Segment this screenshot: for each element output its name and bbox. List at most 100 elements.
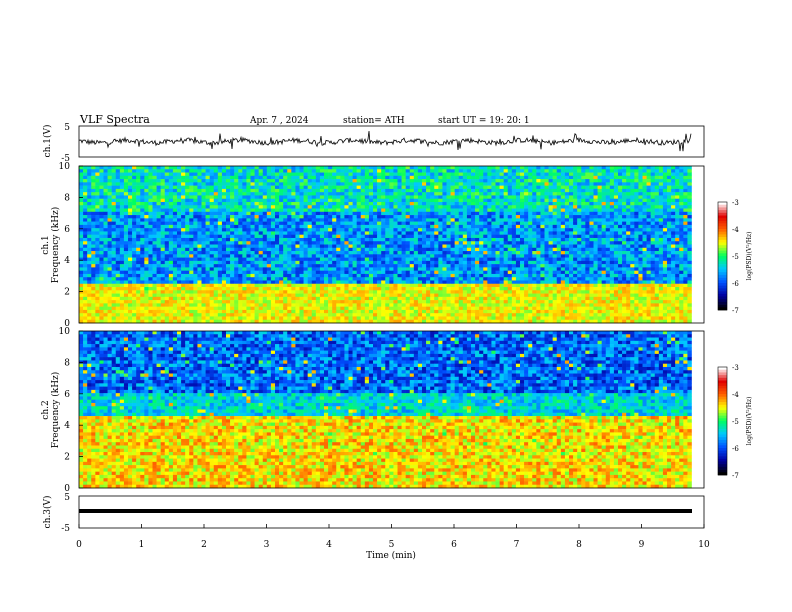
- spectrogram-cell: [340, 182, 345, 186]
- spectrogram-cell: [152, 273, 157, 278]
- spectrogram-cell: [307, 260, 313, 265]
- spectrogram-cell: [132, 264, 137, 268]
- spectrogram-cell: [230, 208, 235, 213]
- spectrogram-cell: [377, 166, 382, 170]
- spectrogram-cell: [548, 192, 553, 196]
- spectrogram-cell: [95, 234, 100, 239]
- spectrogram-cell: [671, 218, 676, 222]
- spectrogram-cell: [475, 208, 480, 213]
- spectrogram-cell: [189, 251, 194, 255]
- spectrogram-cell: [487, 172, 492, 177]
- spectrogram-cell: [115, 215, 121, 219]
- spectrogram-cell: [185, 254, 190, 258]
- spectrogram-cell: [634, 179, 639, 183]
- spectrogram-cell: [417, 260, 423, 265]
- spectrogram-cell: [205, 208, 210, 213]
- spectrogram-cell: [279, 198, 284, 203]
- spectrogram-cell: [589, 188, 594, 193]
- spectrogram-cell: [605, 270, 611, 275]
- spectrogram-cell: [181, 201, 186, 206]
- spectrogram-cell: [193, 244, 198, 249]
- spectrogram-cell: [532, 224, 537, 229]
- spectrogram-cell: [499, 182, 504, 186]
- spectrogram-cell: [389, 251, 394, 255]
- spectrogram-cell: [422, 185, 427, 190]
- spectrogram-cell: [528, 231, 533, 235]
- spectrogram-cell: [234, 247, 239, 252]
- spectrogram-cell: [140, 195, 145, 200]
- spectrogram-cell: [87, 241, 92, 245]
- spectrogram-cell: [581, 205, 586, 209]
- spectrogram-cell: [597, 260, 602, 265]
- spectrogram-cell: [471, 192, 476, 196]
- spectrogram-cell: [91, 169, 96, 173]
- spectrogram-cell: [593, 234, 598, 239]
- spectrogram-cell: [687, 185, 692, 190]
- spectrogram-cell: [511, 192, 517, 196]
- spectrogram-cell: [270, 182, 276, 186]
- spectrogram-cell: [181, 273, 186, 278]
- spectrogram-cell: [99, 237, 104, 242]
- spectrogram-cell: [311, 228, 317, 232]
- spectrogram-cell: [687, 260, 692, 265]
- spectrogram-cell: [295, 241, 300, 245]
- spectrogram-cell: [683, 201, 688, 206]
- spectrogram-cell: [601, 172, 607, 177]
- spectrogram-cell: [168, 208, 174, 213]
- spectrogram-cell: [413, 234, 419, 239]
- spectrogram-cell: [364, 247, 370, 252]
- spectrogram-cell: [226, 175, 231, 180]
- spectrogram-cell: [352, 185, 357, 190]
- spectrogram-cell: [152, 254, 157, 258]
- spectrogram-cell: [593, 237, 598, 242]
- spectrogram-cell: [430, 254, 435, 258]
- spectrogram-cell: [221, 198, 227, 203]
- spectrogram-cell: [205, 241, 210, 245]
- spectrogram-cell: [128, 237, 133, 242]
- spectrogram-cell: [295, 195, 300, 200]
- spectrogram-cell: [181, 166, 186, 170]
- spectrogram-cell: [160, 231, 166, 235]
- spectrogram-cell: [360, 237, 366, 242]
- spectrogram-cell: [201, 172, 206, 177]
- spectrogram-cell: [520, 185, 525, 190]
- spectrogram-cell: [91, 179, 96, 183]
- spectrogram-cell: [295, 208, 300, 213]
- spectrogram-cell: [226, 254, 231, 258]
- spectrogram-cell: [352, 244, 357, 249]
- spectrogram-cell: [95, 267, 100, 271]
- spectrogram-cell: [662, 234, 668, 239]
- spectrogram-cell: [336, 192, 341, 196]
- spectrogram-cell: [344, 228, 349, 232]
- spectrogram-cell: [258, 208, 264, 213]
- spectrogram-cell: [136, 201, 141, 206]
- spectrogram-cell: [160, 257, 166, 262]
- spectrogram-cell: [683, 267, 688, 271]
- spectrogram-cell: [495, 172, 500, 177]
- spectrogram-cell: [79, 205, 84, 209]
- spectrogram-cell: [246, 237, 251, 242]
- spectrogram-cell: [87, 182, 92, 186]
- spectrogram-cell: [679, 247, 684, 252]
- spectrogram-cell: [409, 237, 415, 242]
- spectrogram-cell: [544, 251, 549, 255]
- spectrogram-cell: [128, 172, 133, 177]
- spectrogram-cell: [597, 237, 602, 242]
- spectrogram-cell: [422, 175, 427, 180]
- spectrogram-cell: [520, 221, 525, 226]
- spectrogram-cell: [258, 267, 264, 271]
- spectrogram-cell: [115, 166, 121, 170]
- spectrogram-cell: [662, 169, 668, 173]
- spectrogram-cell: [499, 244, 504, 249]
- spectrogram-cell: [205, 247, 210, 252]
- spectrogram-cell: [213, 182, 219, 186]
- spectrogram-cell: [540, 205, 545, 209]
- spectrogram-cell: [197, 231, 202, 235]
- spectrogram-cell: [393, 201, 398, 206]
- spectrogram-cell: [658, 205, 664, 209]
- spectrogram-cell: [352, 254, 357, 258]
- spectrogram-cell: [560, 267, 566, 271]
- spectrogram-cell: [279, 185, 284, 190]
- spectrogram-cell: [446, 260, 451, 265]
- spectrogram-cell: [687, 224, 692, 229]
